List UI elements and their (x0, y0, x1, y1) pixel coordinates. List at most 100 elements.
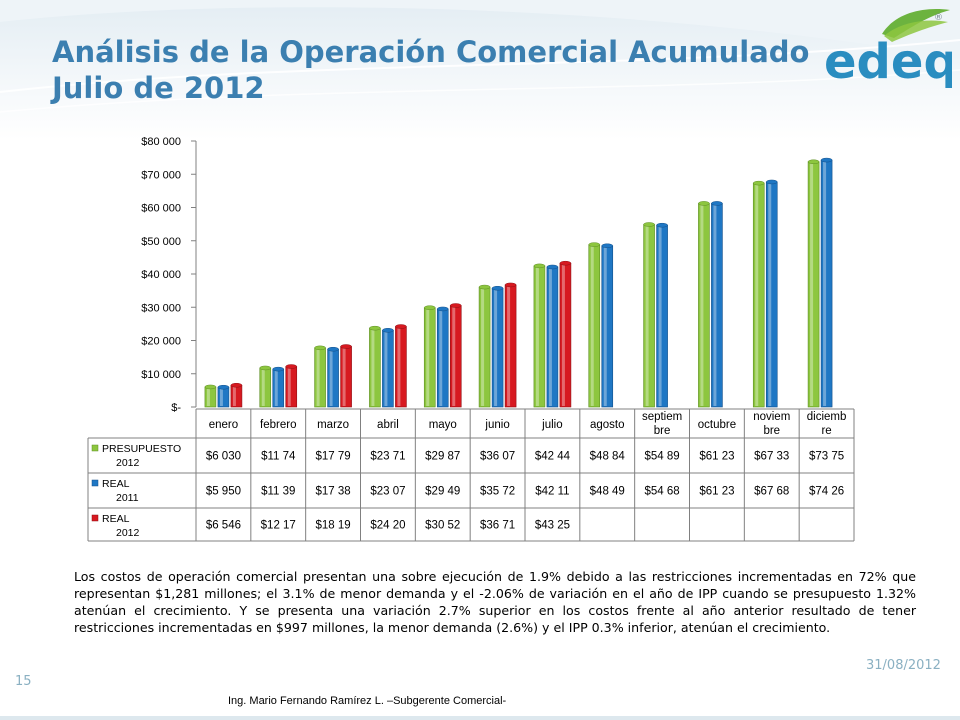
bar-highlight (713, 204, 717, 406)
logo-text: edeq (824, 34, 952, 90)
legend-key-2 (91, 514, 99, 522)
y-tick-label: $40 000 (141, 269, 181, 281)
category-label: marzo (317, 419, 349, 431)
bar-highlight (426, 308, 430, 406)
y-tick-label: $60 000 (141, 203, 181, 215)
slide-title-line1: Análisis de la Operación Comercial Acumu… (52, 35, 810, 69)
bar-presupuesto-2012 (259, 367, 272, 408)
legend-label: REAL (102, 478, 130, 490)
bar-real-2011 (546, 266, 559, 408)
bar-highlight (658, 226, 662, 406)
y-tick-label: $50 000 (141, 236, 181, 248)
slide-number: 15 (15, 674, 32, 689)
data-label: $5 950 (206, 486, 241, 498)
bar-top-cap (504, 282, 517, 288)
category-label: diciemb (807, 411, 847, 423)
data-label: $17 38 (315, 486, 350, 498)
data-label: $23 71 (370, 451, 405, 463)
bar-highlight (768, 182, 772, 406)
bar-highlight (219, 388, 223, 406)
bar-presupuesto-2012 (478, 286, 491, 408)
bar-chart: $- $10 000 $20 000 $30 000 $40 000 $50 000 $60… (87, 136, 855, 542)
bar-highlight (590, 245, 594, 406)
data-label: $67 33 (754, 451, 789, 463)
bar-presupuesto-2012 (752, 182, 765, 408)
bar-highlight (700, 204, 704, 406)
bar-real-2012 (340, 346, 352, 408)
footer-author: Ing. Mario Fernando Ramírez L. –Subgeren… (228, 695, 507, 707)
bar-top-cap (533, 263, 546, 269)
logo-registered-mark: ® (934, 13, 943, 23)
bar-highlight (329, 350, 333, 406)
bar-top-cap (424, 305, 436, 310)
y-tick-label: $80 000 (141, 136, 181, 148)
bar-real-2011 (272, 368, 285, 408)
bar-real-2012 (285, 366, 298, 408)
bar-real-2011 (382, 329, 394, 408)
data-label: $35 72 (480, 486, 515, 498)
bar-highlight (507, 285, 511, 406)
bar-top-cap (698, 201, 710, 206)
data-label: $6 546 (206, 520, 241, 532)
data-label: $23 07 (370, 486, 405, 498)
data-label: $54 89 (644, 451, 679, 463)
bar-presupuesto-2012 (588, 244, 601, 408)
category-label: julio (541, 419, 562, 431)
bar-top-cap (807, 159, 820, 165)
bar-highlight (535, 266, 539, 406)
bar-top-cap (478, 284, 491, 290)
bar-highlight (755, 184, 759, 406)
bar-top-cap (546, 264, 559, 270)
bar-highlight (810, 162, 814, 406)
bar-top-cap (272, 366, 284, 372)
bar-highlight (823, 161, 827, 406)
bar-real-2012 (230, 384, 243, 408)
category-label: octubre (698, 419, 736, 431)
data-label: $48 84 (590, 451, 626, 463)
bar-real-2011 (820, 159, 833, 408)
bar-real-2011 (436, 308, 449, 408)
bar-highlight (316, 348, 320, 406)
data-label: $30 52 (425, 520, 460, 532)
bar-real-2011 (491, 287, 504, 408)
bar-top-cap (285, 364, 297, 369)
bar-presupuesto-2012 (423, 307, 436, 408)
bar-top-cap (601, 243, 613, 249)
category-label: abril (377, 419, 399, 431)
legend-label: 2011 (116, 492, 139, 504)
bar-real-2011 (601, 245, 614, 408)
category-label: noviem (753, 411, 790, 423)
analysis-paragraph: Los costos de operación comercial presen… (74, 569, 916, 635)
bar-presupuesto-2012 (698, 203, 710, 408)
bar-top-cap (559, 260, 572, 266)
bar-highlight (481, 288, 485, 406)
bar-highlight (452, 306, 456, 406)
bar-presupuesto-2012 (807, 161, 820, 408)
bar-top-cap (204, 384, 217, 390)
bar-top-cap (340, 344, 352, 349)
data-label: $42 11 (535, 486, 569, 498)
data-label: $73 75 (809, 451, 844, 463)
bar-top-cap (327, 346, 339, 352)
category-label: agosto (590, 419, 625, 431)
y-tick-label: $10 000 (141, 369, 181, 381)
category-label: enero (209, 419, 238, 431)
bar-top-cap (656, 222, 668, 228)
legend-label: REAL (102, 513, 130, 525)
bar-presupuesto-2012 (533, 265, 546, 408)
bar-highlight (645, 225, 649, 406)
bar-top-cap (314, 345, 326, 351)
y-tick-label: $70 000 (141, 169, 181, 181)
category-label: mayo (429, 419, 457, 431)
bar-top-cap (711, 201, 723, 206)
data-label: $61 23 (699, 451, 734, 463)
bar-top-cap (230, 382, 243, 388)
data-label: $54 68 (644, 486, 679, 498)
data-label: $18 19 (315, 520, 350, 532)
bar-real-2011 (217, 386, 230, 408)
data-label: $29 49 (425, 486, 460, 498)
data-label: $48 49 (590, 486, 625, 498)
data-label: $24 20 (370, 520, 405, 532)
category-label: septiem (642, 411, 682, 423)
bar-top-cap (382, 328, 394, 333)
